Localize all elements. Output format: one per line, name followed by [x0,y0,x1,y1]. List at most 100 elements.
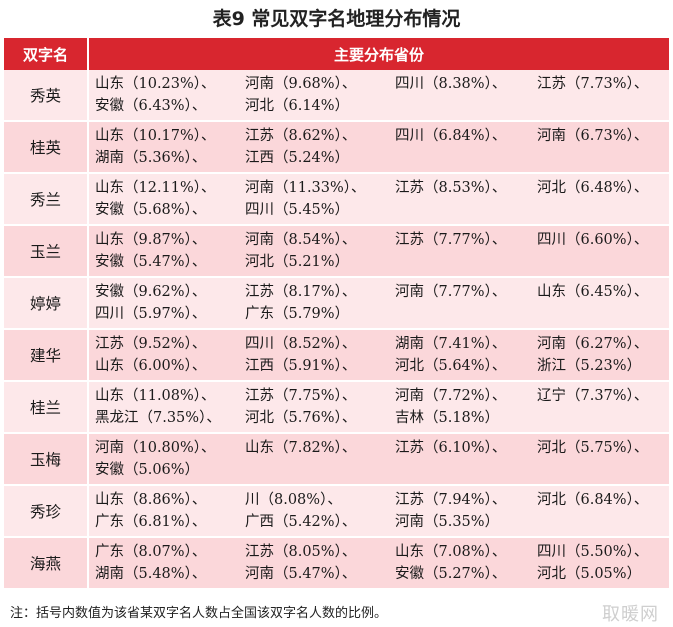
province-distribution-cell: 安徽（9.62%）、 江苏（8.17%）、 河南（7.77%）、 山东（6.45%）、… [88,277,669,330]
province-share: 安徽（6.43%）、 [95,98,207,114]
given-name-cell: 桂英 [4,121,89,174]
distribution-line: 山东（6.00%）、 江西（5.91%）、 河北（5.64%）、 浙江（5.23%） [95,355,669,377]
province-share: 山东（9.87%）、 [95,232,207,248]
province-share: 四川（8.52%）、 [245,336,357,352]
given-name-cell: 秀兰 [4,173,89,226]
table-row: 桂英 山东（10.17%）、 江苏（8.62%）、 四川（6.84%）、 河南（6.73… [4,121,669,174]
province-share: 河南（6.27%）、 [537,336,649,352]
given-name-cell: 建华 [4,329,89,382]
province-share: 河北（5.21%） [245,254,350,270]
province-share: 山东（7.08%）、 [395,544,507,560]
distribution-line: 山东（9.87%）、 河南（8.54%）、 江苏（7.77%）、 四川（6.60%）、 [95,229,669,251]
province-share: 河北（5.76%）、 [245,410,357,426]
distribution-line: 广东（6.81%）、 广西（5.42%）、 河南（5.35%） [95,511,669,533]
province-share: 四川（8.38%）、 [395,76,507,92]
province-share: 江苏（7.77%）、 [395,232,507,248]
province-distribution-cell: 山东（10.23%）、 河南（9.68%）、 四川（8.38%）、 江苏（7.73%）… [88,70,669,122]
province-share: 川（8.08%）、 [245,492,342,508]
distribution-line: 湖南（5.48%）、 河南（5.47%）、 安徽（5.27%）、 河北（5.05%） [95,563,669,585]
province-share: 安徽（5.47%）、 [95,254,207,270]
province-share: 广东（8.07%）、 [95,544,207,560]
province-distribution-cell: 河南（10.80%）、 山东（7.82%）、 江苏（6.10%）、 河北（5.75%）… [88,433,669,486]
province-share: 湖南（7.41%）、 [395,336,507,352]
distribution-line: 山东（10.23%）、 河南（9.68%）、 四川（8.38%）、 江苏（7.73%）… [95,73,669,95]
table-row: 婷婷 安徽（9.62%）、 江苏（8.17%）、 河南（7.77%）、 山东（6.45%… [4,277,669,330]
province-share: 河南（11.33%）、 [245,180,366,196]
distribution-line: 黑龙江（7.35%）、 河北（5.76%）、 吉林（5.18%） [95,407,669,429]
province-share: 江苏（7.73%）、 [537,76,649,92]
province-share: 山东（6.45%）、 [537,284,649,300]
distribution-line: 江苏（9.52%）、 四川（8.52%）、 湖南（7.41%）、 河南（6.27%）、 [95,333,669,355]
province-share: 四川（5.45%） [245,202,350,218]
province-share: 河南（6.73%）、 [537,128,649,144]
province-share: 吉林（5.18%） [395,410,500,426]
column-header-name: 双字名 [4,38,89,70]
distribution-line: 山东（10.17%）、 江苏（8.62%）、 四川（6.84%）、 河南（6.73%）… [95,125,669,147]
province-share: 河南（5.35%） [395,514,500,530]
province-share: 山东（10.23%）、 [95,76,216,92]
province-share: 浙江（5.23%） [537,358,642,374]
distribution-line: 山东（8.86%）、 川（8.08%）、 江苏（7.94%）、 河北（6.84%）、 [95,489,669,511]
province-share: 安徽（5.06%） [95,462,200,478]
table-row: 玉兰 山东（9.87%）、 河南（8.54%）、 江苏（7.77%）、 四川（6.60%… [4,225,669,278]
province-share: 河北（5.75%）、 [537,440,649,456]
distribution-line: 四川（5.97%）、 广东（5.79%） [95,303,669,325]
province-distribution-cell: 山东（12.11%）、 河南（11.33%）、 江苏（8.53%）、 河北（6.48%… [88,173,669,226]
distribution-table: 双字名 主要分布省份 秀英 山东（10.23%）、 河南（9.68%）、 四川（8.3… [4,38,669,590]
province-share: 黑龙江（7.35%）、 [95,410,221,426]
province-share: 河南（8.54%）、 [245,232,357,248]
province-share: 山东（8.86%）、 [95,492,207,508]
province-share: 河北（6.84%）、 [537,492,649,508]
distribution-line: 安徽（5.47%）、 河北（5.21%） [95,251,669,273]
province-share: 河南（5.47%）、 [245,566,357,582]
province-share: 江苏（9.52%）、 [95,336,207,352]
province-distribution-cell: 江苏（9.52%）、 四川（8.52%）、 湖南（7.41%）、 河南（6.27%）、… [88,329,669,382]
given-name-cell: 玉兰 [4,225,89,278]
given-name-cell: 桂兰 [4,381,89,434]
province-share: 河北（5.64%）、 [395,358,507,374]
province-share: 四川（5.50%）、 [537,544,649,560]
distribution-line: 安徽（9.62%）、 江苏（8.17%）、 河南（7.77%）、 山东（6.45%）、 [95,281,669,303]
province-share: 河南（9.68%）、 [245,76,357,92]
province-share: 河南（7.77%）、 [395,284,507,300]
province-share: 江苏（8.62%）、 [245,128,357,144]
province-share: 四川（6.84%）、 [395,128,507,144]
given-name-cell: 海燕 [4,537,89,590]
province-share: 广东（5.79%） [245,306,350,322]
province-share: 江苏（8.05%）、 [245,544,357,560]
province-share: 江苏（7.94%）、 [395,492,507,508]
table-row: 秀珍 山东（8.86%）、 川（8.08%）、 江苏（7.94%）、 河北（6.84%）… [4,485,669,538]
province-share: 江西（5.91%）、 [245,358,357,374]
province-share: 广东（6.81%）、 [95,514,207,530]
province-share: 河南（10.80%）、 [95,440,216,456]
distribution-line: 安徽（6.43%）、 河北（6.14%） [95,95,669,117]
given-name-cell: 婷婷 [4,277,89,330]
watermark: 取暖网 [602,604,659,625]
given-name-cell: 玉梅 [4,433,89,486]
province-distribution-cell: 山东（10.17%）、 江苏（8.62%）、 四川（6.84%）、 河南（6.73%）… [88,121,669,174]
distribution-line: 湖南（5.36%）、 江西（5.24%） [95,147,669,169]
table-row: 秀英 山东（10.23%）、 河南（9.68%）、 四川（8.38%）、 江苏（7.73… [4,70,669,122]
province-share: 四川（5.97%）、 [95,306,207,322]
province-share: 河北（5.05%） [537,566,642,582]
distribution-line: 河南（10.80%）、 山东（7.82%）、 江苏（6.10%）、 河北（5.75%）… [95,437,669,459]
table-title: 表9 常见双字名地理分布情况 [212,8,461,30]
given-name-cell: 秀英 [4,70,89,122]
province-share: 江苏（8.53%）、 [395,180,507,196]
province-share: 山东（10.17%）、 [95,128,216,144]
province-share: 江苏（6.10%）、 [395,440,507,456]
province-share: 辽宁（7.37%）、 [537,388,649,404]
distribution-line: 山东（12.11%）、 河南（11.33%）、 江苏（8.53%）、 河北（6.48%… [95,177,669,199]
province-distribution-cell: 山东（11.08%）、 江苏（7.75%）、 河南（7.72%）、 辽宁（7.37%）… [88,381,669,434]
table-row: 桂兰 山东（11.08%）、 江苏（7.75%）、 河南（7.72%）、 辽宁（7.37… [4,381,669,434]
province-distribution-cell: 山东（8.86%）、 川（8.08%）、 江苏（7.94%）、 河北（6.84%）、广… [88,485,669,538]
table-row: 海燕 广东（8.07%）、 江苏（8.05%）、 山东（7.08%）、 四川（5.50%… [4,537,669,590]
province-share: 安徽（5.27%）、 [395,566,507,582]
table-row: 玉梅 河南（10.80%）、 山东（7.82%）、 江苏（6.10%）、 河北（5.75… [4,433,669,486]
footnote: 注：括号内数值为该省某双字名人数占全国该双字名人数的比例。 [10,606,388,621]
table-row: 建华 江苏（9.52%）、 四川（8.52%）、 湖南（7.41%）、 河南（6.27%… [4,329,669,382]
distribution-line: 安徽（5.06%） [95,459,669,481]
province-share: 安徽（9.62%）、 [95,284,207,300]
province-share: 河北（6.14%） [245,98,350,114]
province-share: 湖南（5.48%）、 [95,566,207,582]
